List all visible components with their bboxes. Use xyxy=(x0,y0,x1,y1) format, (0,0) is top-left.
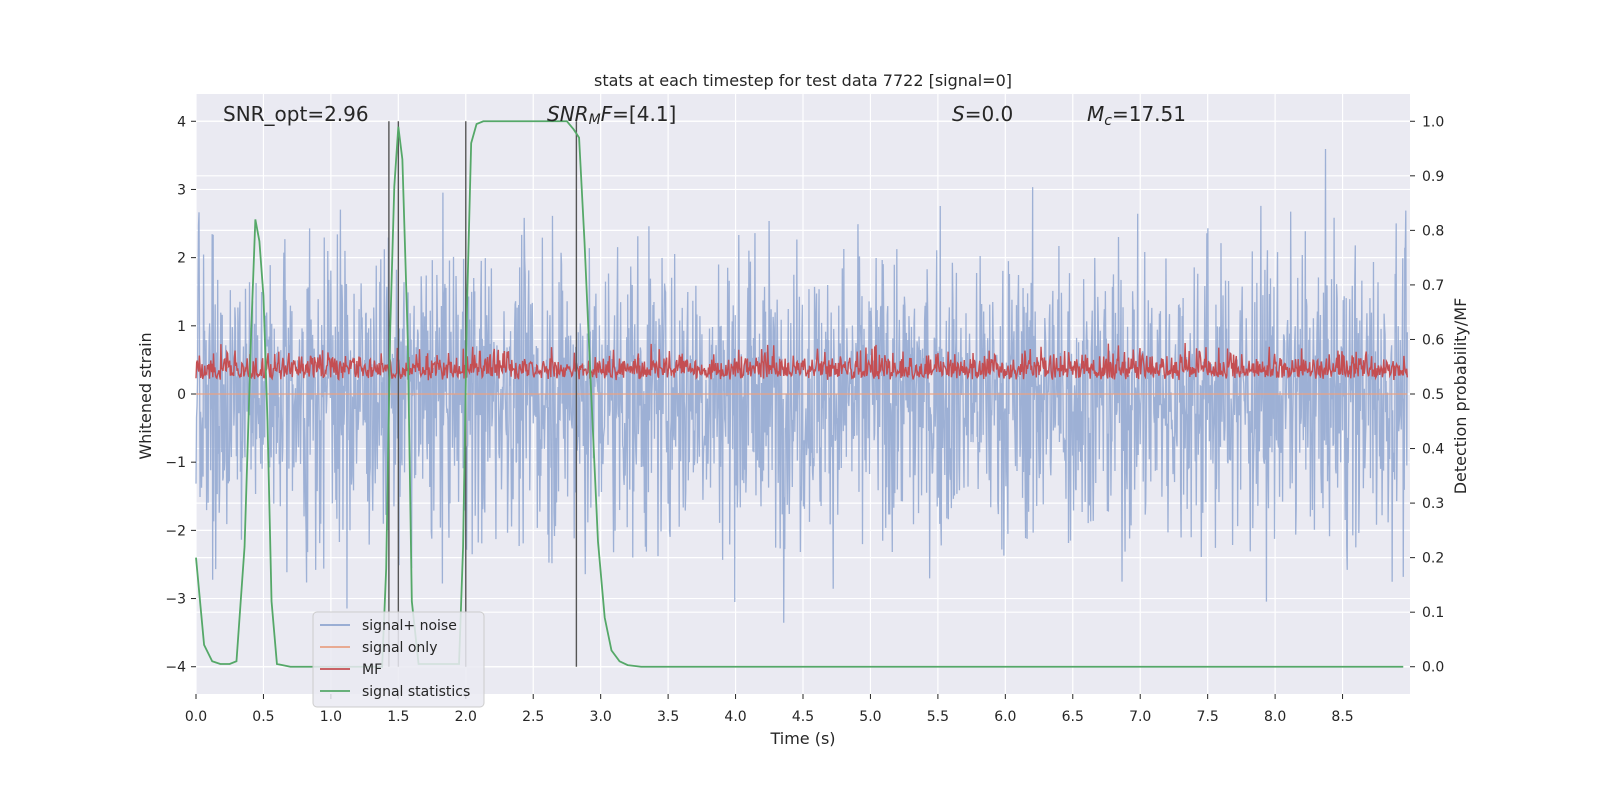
x-tick-label: 8.0 xyxy=(1264,709,1286,725)
x-tick-label: 5.5 xyxy=(927,709,949,725)
y-tick-label: 0 xyxy=(177,387,186,403)
legend: signal+ noise signal only MF signal stat… xyxy=(312,611,485,708)
y-right-tick-label: 0.6 xyxy=(1422,332,1444,348)
x-tick-label: 4.0 xyxy=(724,709,746,725)
x-tick-label: 4.5 xyxy=(792,709,814,725)
signal-statistics-series xyxy=(195,120,1404,668)
x-axis-ticks: 0.0 0.5 1.0 1.5 2.0 2.5 3.0 3.5 4.0 4.5 5.0 5.5 6.0 6… xyxy=(185,694,1354,725)
y-right-tick-label: 1.0 xyxy=(1422,114,1444,130)
x-tick-label: 0.5 xyxy=(252,709,274,725)
signal-statistics-line xyxy=(195,120,1404,668)
y-tick-label: 3 xyxy=(177,182,186,198)
y-tick-label: −2 xyxy=(165,523,186,539)
annotation-s-stat: S=0.0 xyxy=(952,102,1013,126)
y-right-tick-label: 0.7 xyxy=(1422,278,1444,294)
y-right-tick-label: 0.8 xyxy=(1422,223,1444,239)
x-tick-label: 6.0 xyxy=(994,709,1016,725)
y-tick-label: −1 xyxy=(165,455,186,471)
y-axis-right-label: Detection probability/MF xyxy=(1451,298,1470,495)
chart-title: stats at each timestep for test data 772… xyxy=(594,71,1012,90)
legend-label-mf: MF xyxy=(362,662,382,678)
y-tick-label: 4 xyxy=(177,114,186,130)
y-axis-label: Whitened strain xyxy=(136,332,155,459)
y-right-tick-label: 0.1 xyxy=(1422,605,1444,621)
y-right-tick-label: 0.5 xyxy=(1422,387,1444,403)
annotation-chirp-mass: Mc=17.51 xyxy=(1087,102,1186,129)
y-right-tick-label: 0.9 xyxy=(1422,169,1444,185)
y-right-tick-label: 0.4 xyxy=(1422,442,1444,458)
x-tick-label: 2.5 xyxy=(522,709,544,725)
legend-label-signal-only: signal only xyxy=(362,640,437,656)
x-tick-label: 7.0 xyxy=(1129,709,1151,725)
y-axis-right-ticks: 0.0 0.1 0.2 0.3 0.4 0.5 0.6 0.7 0.8 0.9 1.0 xyxy=(1410,114,1444,676)
x-tick-label: 1.5 xyxy=(387,709,409,725)
y-right-tick-label: 0.3 xyxy=(1422,496,1444,512)
x-axis-label: Time (s) xyxy=(769,729,835,748)
x-tick-label: 3.0 xyxy=(590,709,612,725)
legend-box xyxy=(312,611,485,708)
y-tick-label: −3 xyxy=(165,592,186,608)
legend-label-signal-statistics: signal statistics xyxy=(362,684,470,700)
annotation-snr-opt: SNR_opt=2.96 xyxy=(223,102,369,126)
x-tick-label: 3.5 xyxy=(657,709,679,725)
annotation-snr-mf: SNRMF=[4.1] xyxy=(547,102,676,128)
y-tick-label: 1 xyxy=(177,319,186,335)
x-tick-label: 2.0 xyxy=(455,709,477,725)
y-right-tick-label: 0.0 xyxy=(1422,660,1444,676)
x-tick-label: 5.0 xyxy=(859,709,881,725)
x-tick-label: 7.5 xyxy=(1197,709,1219,725)
y-right-tick-label: 0.2 xyxy=(1422,551,1444,567)
x-tick-label: 8.5 xyxy=(1331,709,1353,725)
y-tick-label: −4 xyxy=(165,660,186,676)
x-tick-label: 1.0 xyxy=(320,709,342,725)
y-tick-label: 2 xyxy=(177,251,186,267)
x-tick-label: 0.0 xyxy=(185,709,207,725)
x-tick-label: 6.5 xyxy=(1062,709,1084,725)
legend-label-signal-noise: signal+ noise xyxy=(362,618,457,634)
y-axis-ticks: −4 −3 −2 −1 0 1 2 3 4 xyxy=(165,114,196,676)
